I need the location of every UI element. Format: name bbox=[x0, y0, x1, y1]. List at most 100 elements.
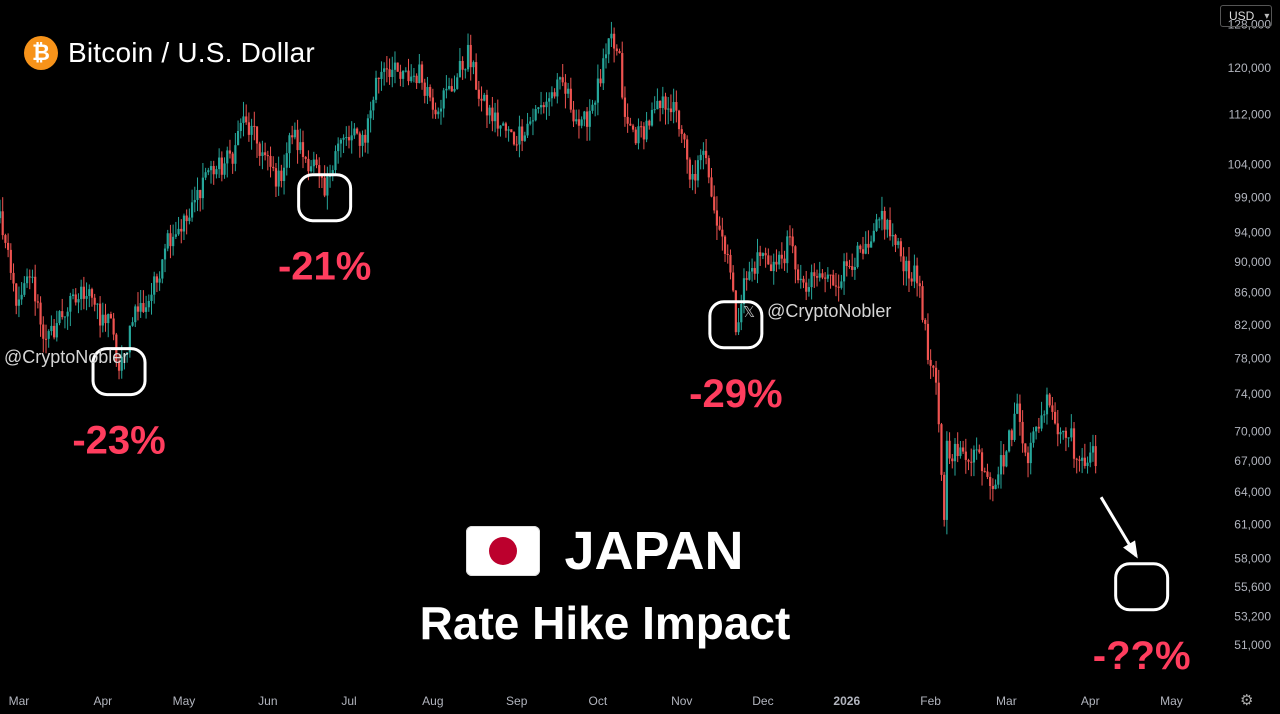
y-tick-label: 58,000 bbox=[1234, 551, 1271, 565]
candle-body bbox=[650, 109, 654, 126]
candle-body bbox=[277, 170, 280, 187]
candle-body bbox=[380, 71, 383, 79]
y-tick-label: 82,000 bbox=[1234, 318, 1271, 332]
y-tick-label: 99,000 bbox=[1234, 191, 1271, 205]
candle-body bbox=[34, 276, 37, 302]
candle-body bbox=[155, 276, 159, 283]
candle-body bbox=[20, 294, 23, 300]
candle-body bbox=[247, 122, 250, 135]
candle-body bbox=[209, 166, 213, 171]
candle-body bbox=[610, 33, 613, 39]
candle-body bbox=[242, 116, 245, 123]
candle-body bbox=[799, 278, 802, 281]
candle-body bbox=[813, 272, 816, 277]
candle-body bbox=[634, 129, 637, 144]
candle-body bbox=[1040, 415, 1043, 429]
candle-body bbox=[96, 303, 99, 305]
candle-body bbox=[136, 306, 140, 312]
candle-body bbox=[704, 150, 708, 159]
candle-body bbox=[970, 461, 973, 463]
y-tick-label: 128,000 bbox=[1228, 17, 1272, 31]
candle-body bbox=[434, 109, 437, 115]
candle-body bbox=[561, 77, 564, 83]
candle-body bbox=[90, 289, 94, 298]
candle-body bbox=[107, 314, 110, 324]
candle-body bbox=[539, 105, 543, 108]
candle-body bbox=[220, 157, 223, 175]
candle-body bbox=[542, 105, 545, 108]
annotation-circle bbox=[1114, 562, 1170, 612]
candle-body bbox=[623, 97, 627, 117]
candle-body bbox=[764, 253, 767, 256]
candle-body bbox=[299, 142, 302, 151]
candle-body bbox=[510, 129, 513, 133]
candle-body bbox=[810, 272, 813, 288]
candle-body bbox=[867, 243, 870, 248]
candle-body bbox=[1072, 428, 1076, 459]
candle-body bbox=[558, 77, 562, 80]
candle-body bbox=[742, 278, 746, 305]
candle-body bbox=[604, 54, 608, 59]
candle-body bbox=[1002, 455, 1005, 467]
candle-body bbox=[453, 88, 456, 92]
candle-body bbox=[423, 82, 426, 96]
currency-selector[interactable]: USD ▾ bbox=[1220, 5, 1272, 27]
candle-body bbox=[109, 314, 113, 319]
x-tick-label: Oct bbox=[589, 694, 608, 708]
candle-body bbox=[878, 219, 881, 221]
candle-body bbox=[613, 33, 616, 49]
candle-body bbox=[258, 143, 261, 156]
candle-body bbox=[940, 424, 943, 475]
candle-body bbox=[431, 97, 434, 110]
candle-body bbox=[902, 256, 905, 272]
candle-body bbox=[780, 254, 783, 259]
candle-body bbox=[602, 58, 605, 84]
candle-body bbox=[231, 153, 234, 164]
candle-body bbox=[44, 338, 48, 340]
candle-body bbox=[661, 96, 664, 108]
candle-body bbox=[999, 455, 1003, 475]
candle-body bbox=[972, 449, 976, 463]
candle-body bbox=[4, 235, 7, 243]
candle-body bbox=[821, 273, 824, 278]
candle-body bbox=[161, 259, 164, 279]
y-tick-label: 90,000 bbox=[1234, 255, 1271, 269]
candle-body bbox=[420, 64, 424, 83]
candle-body bbox=[953, 443, 957, 462]
candle-body bbox=[575, 119, 578, 122]
y-tick-label: 78,000 bbox=[1234, 351, 1271, 365]
candle-body bbox=[894, 234, 897, 245]
candle-body bbox=[1094, 446, 1097, 467]
candle-body bbox=[791, 236, 794, 247]
candle-body bbox=[556, 79, 559, 97]
candle-body bbox=[66, 311, 69, 317]
candle-body bbox=[913, 265, 916, 282]
watermark-left: @CryptoNobler bbox=[4, 347, 128, 368]
candle-body bbox=[223, 163, 226, 175]
candle-body bbox=[856, 245, 859, 268]
annotations-layer: -23% -21% -29% -??% bbox=[72, 173, 1191, 678]
candle-body bbox=[916, 265, 919, 284]
candle-body bbox=[875, 219, 878, 231]
candle-body bbox=[648, 120, 651, 126]
candle-body bbox=[956, 443, 959, 457]
candles-layer bbox=[0, 21, 1097, 535]
candle-body bbox=[326, 176, 329, 196]
candle-body bbox=[31, 276, 34, 278]
x-tick-label: Sep bbox=[506, 694, 528, 708]
candle-body bbox=[675, 102, 678, 111]
watermark-text: @CryptoNobler bbox=[767, 301, 892, 321]
candle-body bbox=[150, 294, 153, 301]
candle-body bbox=[1021, 421, 1024, 444]
candle-body bbox=[426, 87, 429, 96]
candle-body bbox=[218, 157, 221, 170]
gear-icon[interactable]: ⚙ bbox=[1240, 691, 1254, 709]
candle-body bbox=[718, 225, 721, 230]
candle-body bbox=[293, 129, 296, 138]
candle-body bbox=[585, 111, 589, 127]
candle-body bbox=[845, 261, 848, 266]
candle-body bbox=[199, 190, 202, 199]
candle-body bbox=[53, 325, 56, 338]
candle-body bbox=[680, 129, 683, 134]
candle-body bbox=[315, 159, 318, 166]
